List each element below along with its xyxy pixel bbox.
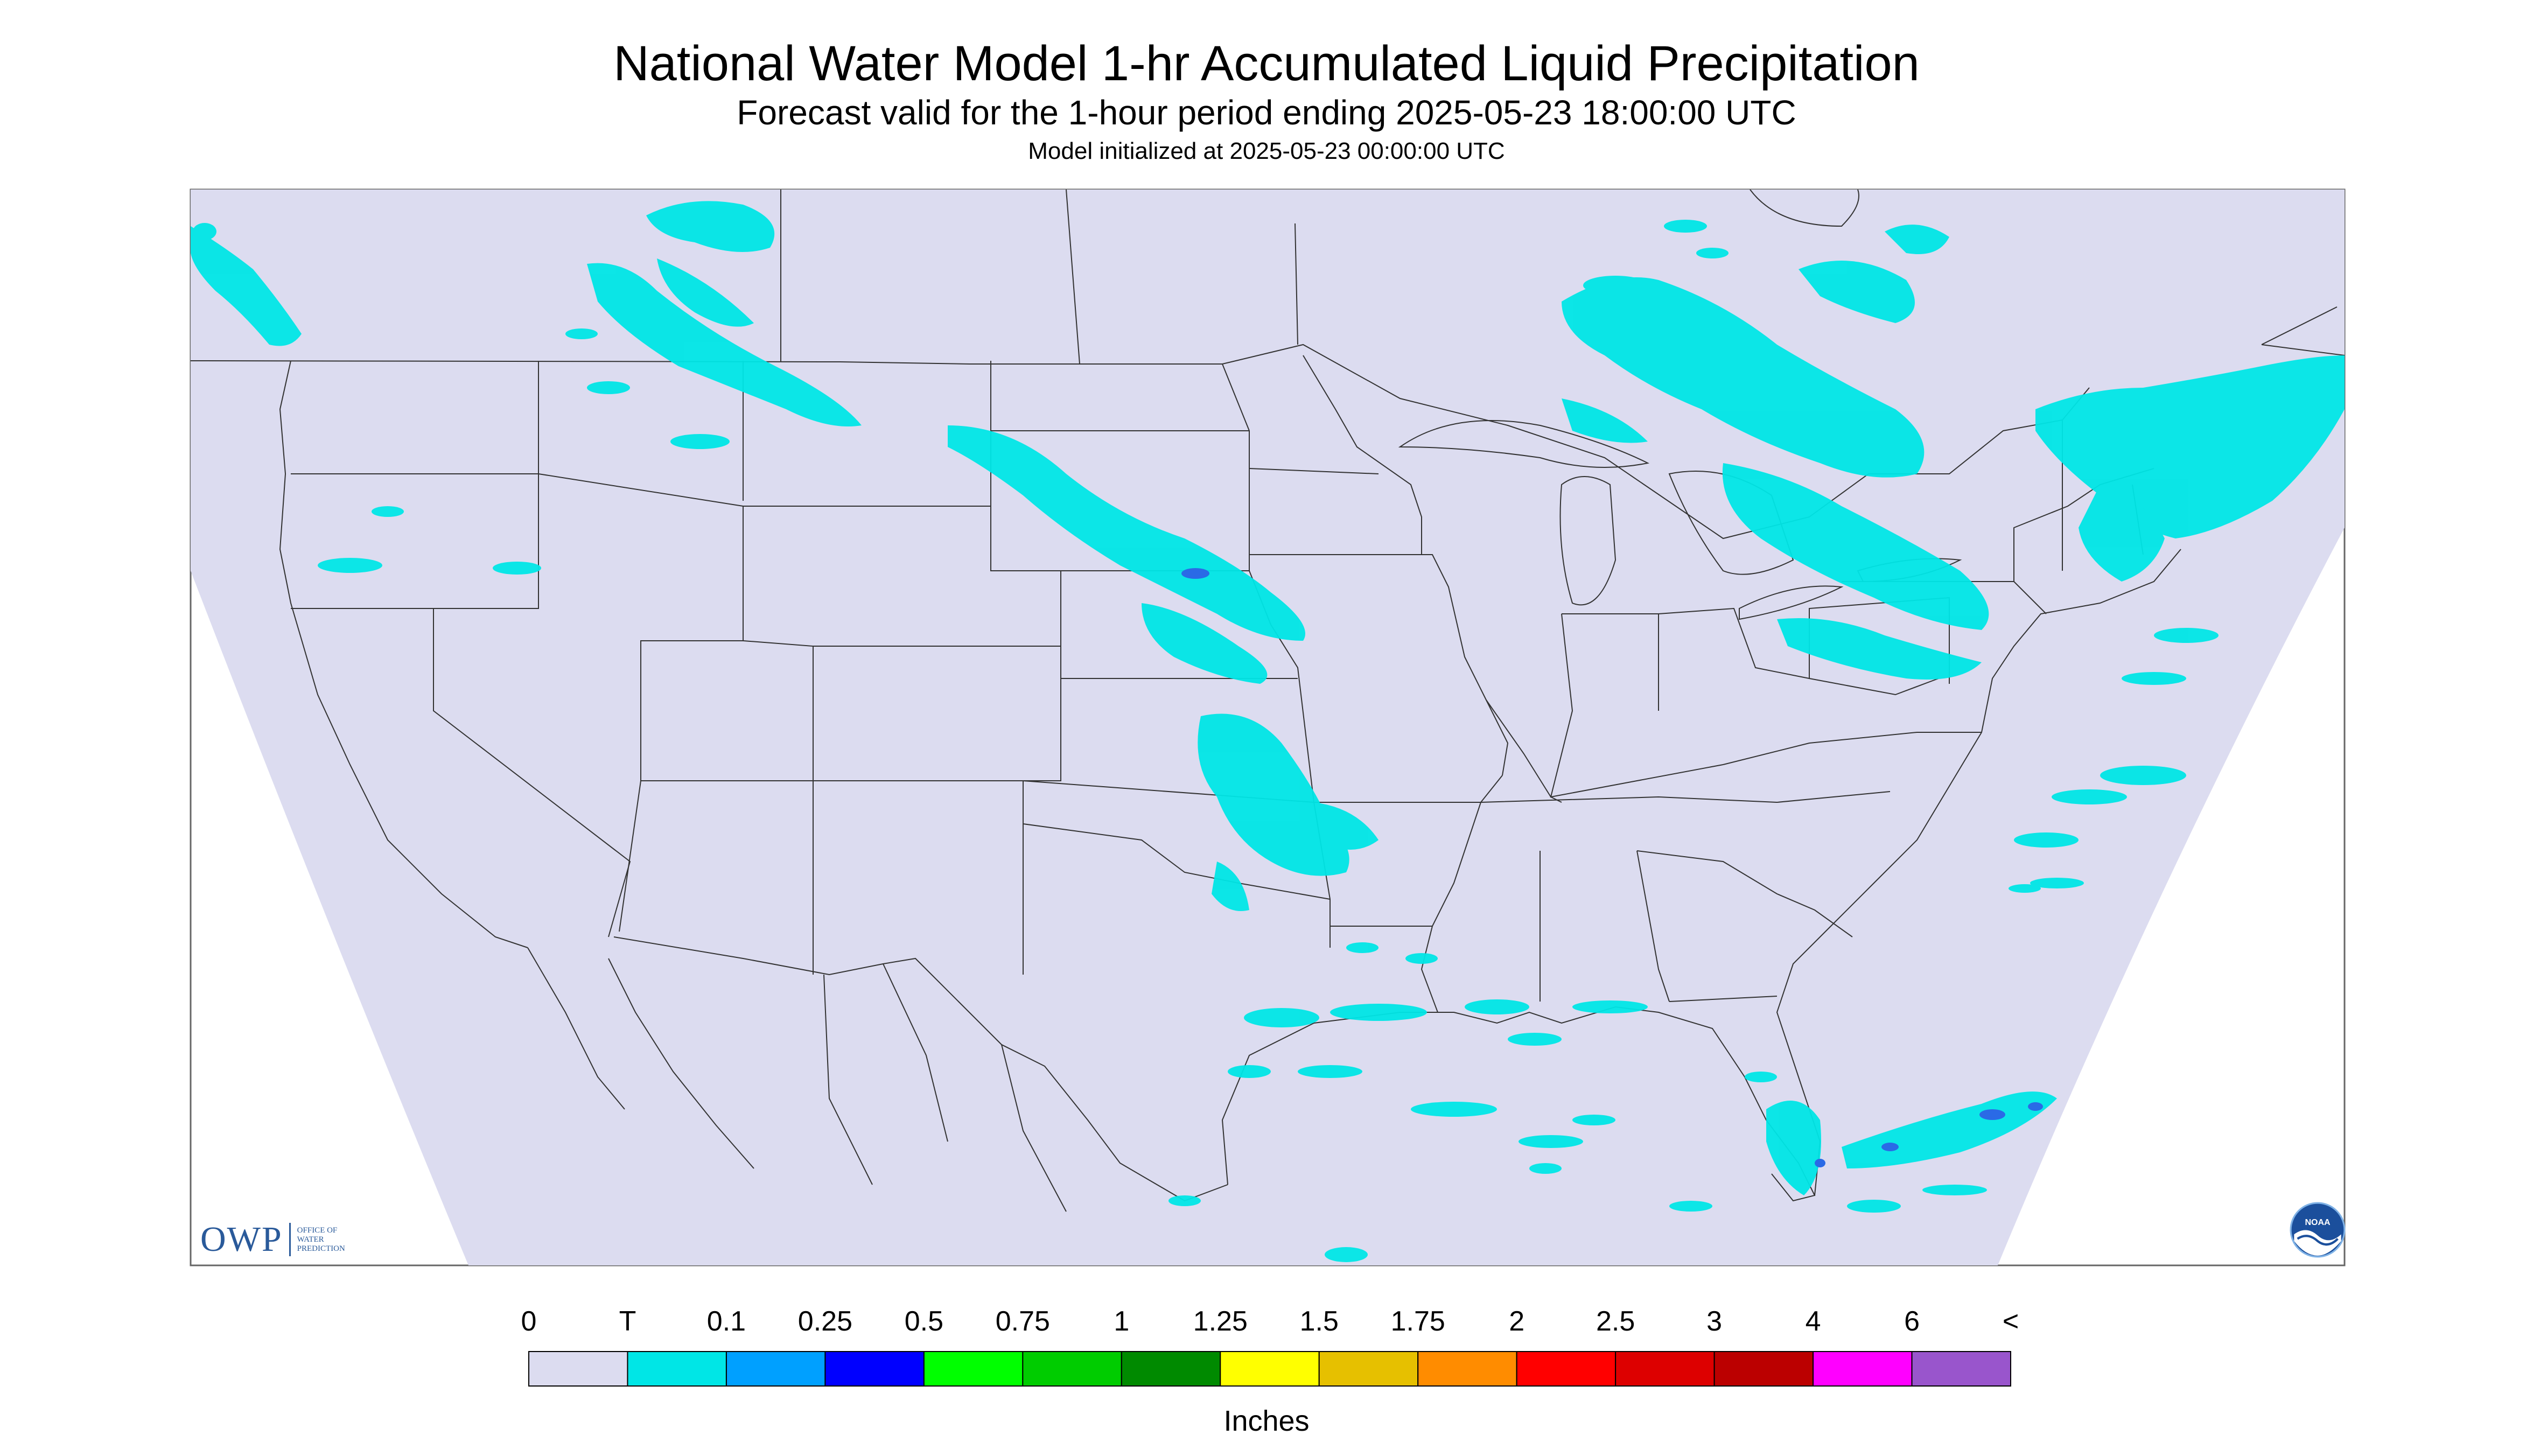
noaa-logo xyxy=(2290,1202,2346,1258)
legend-color-swatch xyxy=(1121,1351,1221,1387)
legend-tick-label: < xyxy=(2002,1306,2019,1337)
legend-tick-label: 1 xyxy=(1114,1306,1130,1337)
owp-logo-divider xyxy=(289,1223,291,1256)
legend-tick-label: 6 xyxy=(1904,1306,1920,1337)
legend-tick-label: 2 xyxy=(1509,1306,1525,1337)
owp-logo-mark: OWP xyxy=(200,1220,283,1259)
legend-color-swatch xyxy=(1318,1351,1419,1387)
legend-color-swatch xyxy=(528,1351,628,1387)
projected-domain xyxy=(191,190,2345,1265)
trace-precipitation-areas xyxy=(191,201,2345,1262)
legend-color-swatch xyxy=(627,1351,727,1387)
owp-logo: OWP OFFICE OF WATER PREDICTION xyxy=(200,1218,345,1261)
owp-logo-text: OFFICE OF WATER PREDICTION xyxy=(297,1226,345,1253)
moderate-precipitation-areas xyxy=(1181,568,2043,1167)
legend-tick-label: 1.25 xyxy=(1193,1306,1248,1337)
legend-tick-label: 0.5 xyxy=(904,1306,944,1337)
state-country-boundaries xyxy=(191,190,2345,1212)
legend-color-swatch xyxy=(1813,1351,1913,1387)
legend-color-swatch xyxy=(1911,1351,2012,1387)
legend-tick-label: T xyxy=(619,1306,636,1337)
legend-color-swatch xyxy=(1615,1351,1715,1387)
legend-color-swatch xyxy=(1220,1351,1320,1387)
legend-tick-label: 0 xyxy=(521,1306,537,1337)
legend-tick-label: 0.1 xyxy=(706,1306,746,1337)
legend-color-swatch xyxy=(1516,1351,1617,1387)
legend-tick-label: 0.25 xyxy=(797,1306,852,1337)
legend-units-label: Inches xyxy=(1223,1405,1310,1437)
legend-color-swatch xyxy=(923,1351,1024,1387)
legend-tick-label: 3 xyxy=(1706,1306,1723,1337)
legend-tick-label: 1.5 xyxy=(1299,1306,1339,1337)
legend-tick-label: 4 xyxy=(1805,1306,1821,1337)
legend-color-swatch xyxy=(1713,1351,1814,1387)
legend-tick-label: 1.75 xyxy=(1390,1306,1445,1337)
legend-tick-label: 2.5 xyxy=(1596,1306,1635,1337)
legend-color-swatch xyxy=(1022,1351,1122,1387)
legend-color-swatch xyxy=(725,1351,826,1387)
legend-color-swatch xyxy=(1417,1351,1517,1387)
legend-tick-label: 0.75 xyxy=(995,1306,1050,1337)
model-init-line: Model initialized at 2025-05-23 00:00:00… xyxy=(1028,138,1505,164)
forecast-valid-subtitle: Forecast valid for the 1-hour period end… xyxy=(737,93,1796,132)
page-title: National Water Model 1-hr Accumulated Li… xyxy=(613,36,1920,91)
noaa-logo-text: NOAA xyxy=(2305,1218,2331,1227)
legend-color-swatch xyxy=(824,1351,925,1387)
